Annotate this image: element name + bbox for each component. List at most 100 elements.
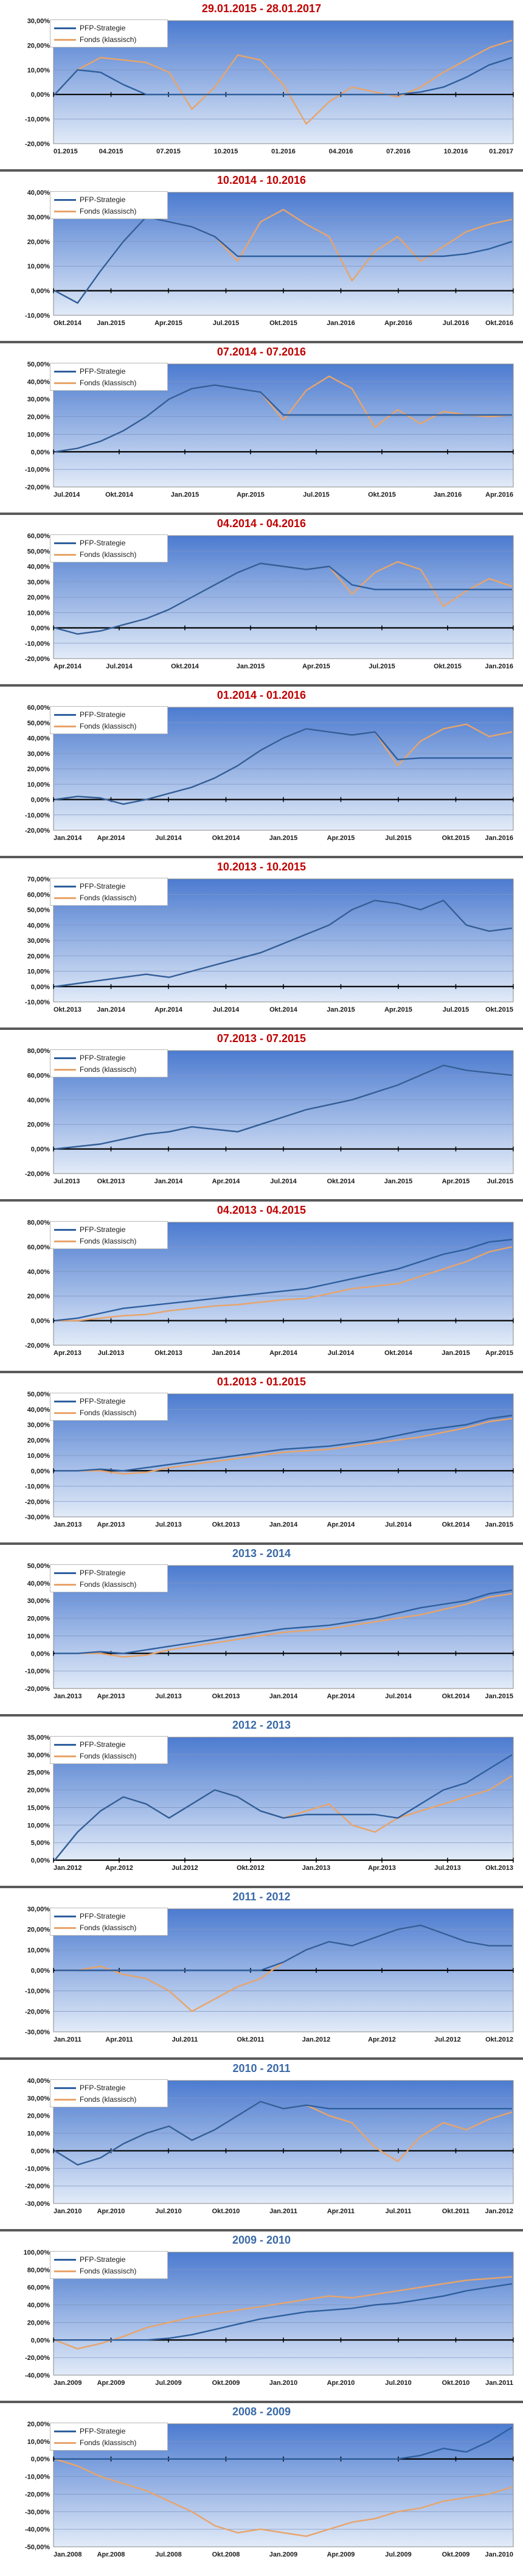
y-tick-label: 10,00% <box>27 609 50 617</box>
legend: PFP-Strategie Fonds (klassisch) <box>50 191 168 219</box>
x-tick-label: Jan.2015 <box>237 663 265 670</box>
legend-item-strategy: PFP-Strategie <box>54 1911 125 1921</box>
x-tick-label: Jul.2015 <box>369 663 395 670</box>
legend-label: Fonds (klassisch) <box>80 1237 137 1245</box>
x-tick-label: Jul.2014 <box>385 1521 412 1528</box>
x-tick-label: 04.2015 <box>99 148 123 155</box>
chart-panel: 2011 - 2012 30,00% 20,00% 10,00% 0,00% -10,00… <box>0 1888 523 2060</box>
y-tick-label: 10,00% <box>27 263 50 270</box>
legend-label: PFP-Strategie <box>80 1054 126 1062</box>
x-tick-label: Apr.2015 <box>442 1178 470 1185</box>
y-tick-label: 0,00% <box>31 1468 50 1475</box>
legend-swatch <box>54 2430 76 2432</box>
x-tick-label: Jan.2015 <box>384 1178 412 1185</box>
legend-item-strategy: PFP-Strategie <box>54 1740 125 1749</box>
legend-item-strategy: PFP-Strategie <box>54 538 125 548</box>
legend-swatch <box>54 1057 76 1059</box>
y-tick-label: -10,00% <box>25 466 50 474</box>
chart-panel: 2010 - 2011 40,00% 30,00% 20,00% 10,00% 0,00%… <box>0 2060 523 2231</box>
x-tick-label: Apr.2015 <box>302 663 330 670</box>
x-tick-label: 01.2015 <box>54 148 78 155</box>
legend-swatch <box>54 2258 76 2261</box>
x-tick-label: Jul.2014 <box>385 1693 412 1700</box>
y-tick-label: 40,00% <box>27 1406 50 1413</box>
legend-item-strategy: PFP-Strategie <box>54 881 125 891</box>
y-tick-label: 30,00% <box>27 2095 50 2102</box>
x-tick-label: Jan.2010 <box>269 2379 297 2387</box>
x-tick-label: Jan.2016 <box>327 320 355 327</box>
x-tick-label: Okt.2016 <box>485 320 513 327</box>
y-tick-label: -20,00% <box>25 1499 50 1506</box>
legend: PFP-Strategie Fonds (klassisch) <box>50 1736 168 1764</box>
y-tick-label: 30,00% <box>27 1752 50 1759</box>
x-tick-label: Apr.2011 <box>105 2036 133 2043</box>
x-tick-label: Jul.2013 <box>54 1178 80 1185</box>
y-tick-label: 20,00% <box>27 953 50 960</box>
x-tick-label: Okt.2008 <box>212 2551 240 2558</box>
panel-divider <box>0 1542 523 1545</box>
chart-title: 01.2013 - 01.2015 <box>216 1376 307 1388</box>
series-line-pfp-strategie <box>54 562 512 635</box>
x-tick-label: Jan.2010 <box>485 2551 513 2558</box>
y-tick-label: -20,00% <box>25 1342 50 1349</box>
x-tick-label: Jul.2014 <box>155 835 182 842</box>
x-tick-label: Apr.2011 <box>327 2208 355 2215</box>
chart-title: 07.2014 - 07.2016 <box>216 346 307 358</box>
y-tick-label: 20,00% <box>27 2319 50 2326</box>
legend-swatch <box>54 1743 76 1746</box>
y-tick-label: 25,00% <box>27 1769 50 1777</box>
legend-swatch <box>54 2270 76 2272</box>
x-tick-label: Apr.2016 <box>384 320 412 327</box>
legend-item-fund: Fonds (klassisch) <box>54 2095 136 2104</box>
legend-swatch <box>54 713 76 716</box>
chart-panel: 2008 - 2009 20,00% 10,00% 0,00% -10,00% -20,0… <box>0 2403 523 2575</box>
chart-title: 01.2014 - 01.2016 <box>216 689 307 701</box>
y-tick-label: 0,00% <box>31 625 50 632</box>
x-tick-label: Okt.2013 <box>97 1178 125 1185</box>
line-chart: 50,00% 40,00% 30,00% 20,00% 10,00% 0,00% -10,0… <box>25 361 514 499</box>
legend-label: PFP-Strategie <box>80 1740 126 1749</box>
y-tick-label: 30,00% <box>27 937 50 945</box>
x-tick-label: Okt.2015 <box>368 491 396 499</box>
legend-swatch <box>54 2098 76 2101</box>
x-tick-label: Jan.2011 <box>269 2208 297 2215</box>
panel-divider <box>0 169 523 172</box>
legend-item-strategy: PFP-Strategie <box>54 710 125 719</box>
y-tick-label: 20,00% <box>27 1437 50 1444</box>
y-tick-label: 30,00% <box>27 1598 50 1605</box>
x-tick-label: Okt.2010 <box>442 2379 470 2387</box>
legend-label: PFP-Strategie <box>80 2084 126 2092</box>
x-tick-label: Apr.2014 <box>327 1521 356 1528</box>
y-tick-label: 10,00% <box>27 2130 50 2138</box>
line-chart: 60,00% 50,00% 40,00% 30,00% 20,00% 10,00% 0,00… <box>25 533 514 670</box>
y-tick-label: 80,00% <box>27 2267 50 2274</box>
x-tick-label: Jan.2014 <box>154 1178 183 1185</box>
x-tick-label: Jul.2014 <box>213 1006 240 1013</box>
y-tick-label: 0,00% <box>31 797 50 804</box>
y-tick-label: -10,00% <box>25 2165 50 2172</box>
y-tick-label: 0,00% <box>31 1318 50 1325</box>
x-tick-label: Apr.2013 <box>54 1349 81 1357</box>
y-tick-label: 40,00% <box>27 1097 50 1104</box>
x-tick-label: Apr.2015 <box>384 1006 412 1013</box>
chart-panel: 29.01.2015 - 28.01.2017 30,00% 20,00% 10,00… <box>0 0 523 172</box>
chart-panel: 07.2013 - 07.2015 80,00% 60,00% 40,00% 20,00… <box>0 1030 523 1202</box>
legend-item-fund: Fonds (klassisch) <box>54 378 136 388</box>
legend-swatch <box>54 553 76 556</box>
chart-panel: 10.2014 - 10.2016 40,00% 30,00% 20,00% 10,00… <box>0 172 523 343</box>
y-tick-label: 20,00% <box>27 766 50 773</box>
legend: PFP-Strategie Fonds (klassisch) <box>50 1908 168 1936</box>
x-tick-label: Okt.2013 <box>212 1693 240 1700</box>
legend: PFP-Strategie Fonds (klassisch) <box>50 534 168 562</box>
chart-title: 10.2014 - 10.2016 <box>216 174 307 186</box>
y-tick-label: 40,00% <box>27 1580 50 1587</box>
x-tick-label: Apr.2015 <box>327 835 355 842</box>
x-tick-label: Okt.2014 <box>212 835 241 842</box>
y-tick-label: 15,00% <box>27 1804 50 1811</box>
legend-label: PFP-Strategie <box>80 195 126 204</box>
x-tick-label: Jan.2016 <box>485 663 513 670</box>
x-tick-label: Jan.2012 <box>302 2036 330 2043</box>
x-tick-label: Apr.2012 <box>368 2036 396 2043</box>
y-tick-label: 50,00% <box>27 719 50 727</box>
legend: PFP-Strategie Fonds (klassisch) <box>50 2251 168 2279</box>
